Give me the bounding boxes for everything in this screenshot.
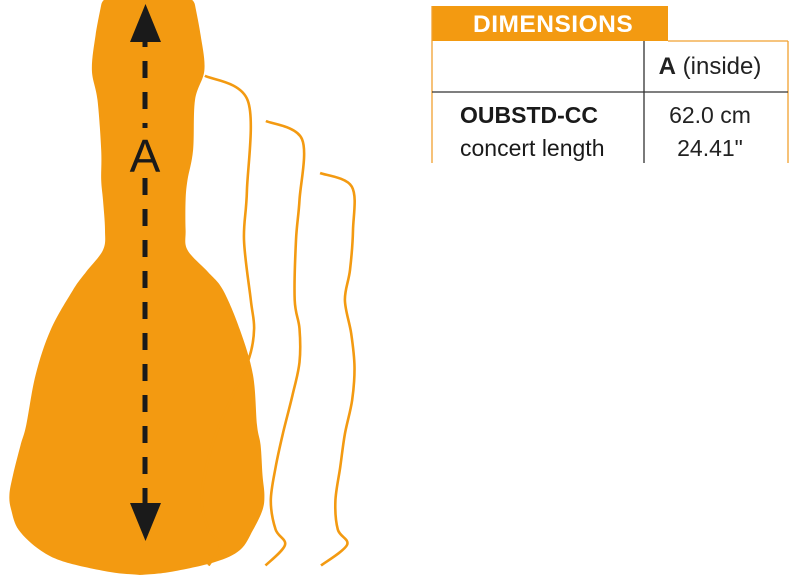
svg-text:A (inside): A (inside) (659, 53, 762, 80)
svg-text:62.0 cm: 62.0 cm (669, 102, 751, 128)
svg-text:DIMENSIONS: DIMENSIONS (473, 11, 633, 38)
svg-text:concert length: concert length (460, 135, 604, 161)
svg-text:A: A (130, 130, 161, 182)
svg-text:24.41": 24.41" (677, 135, 743, 161)
svg-text:OUBSTD-CC: OUBSTD-CC (460, 102, 598, 128)
